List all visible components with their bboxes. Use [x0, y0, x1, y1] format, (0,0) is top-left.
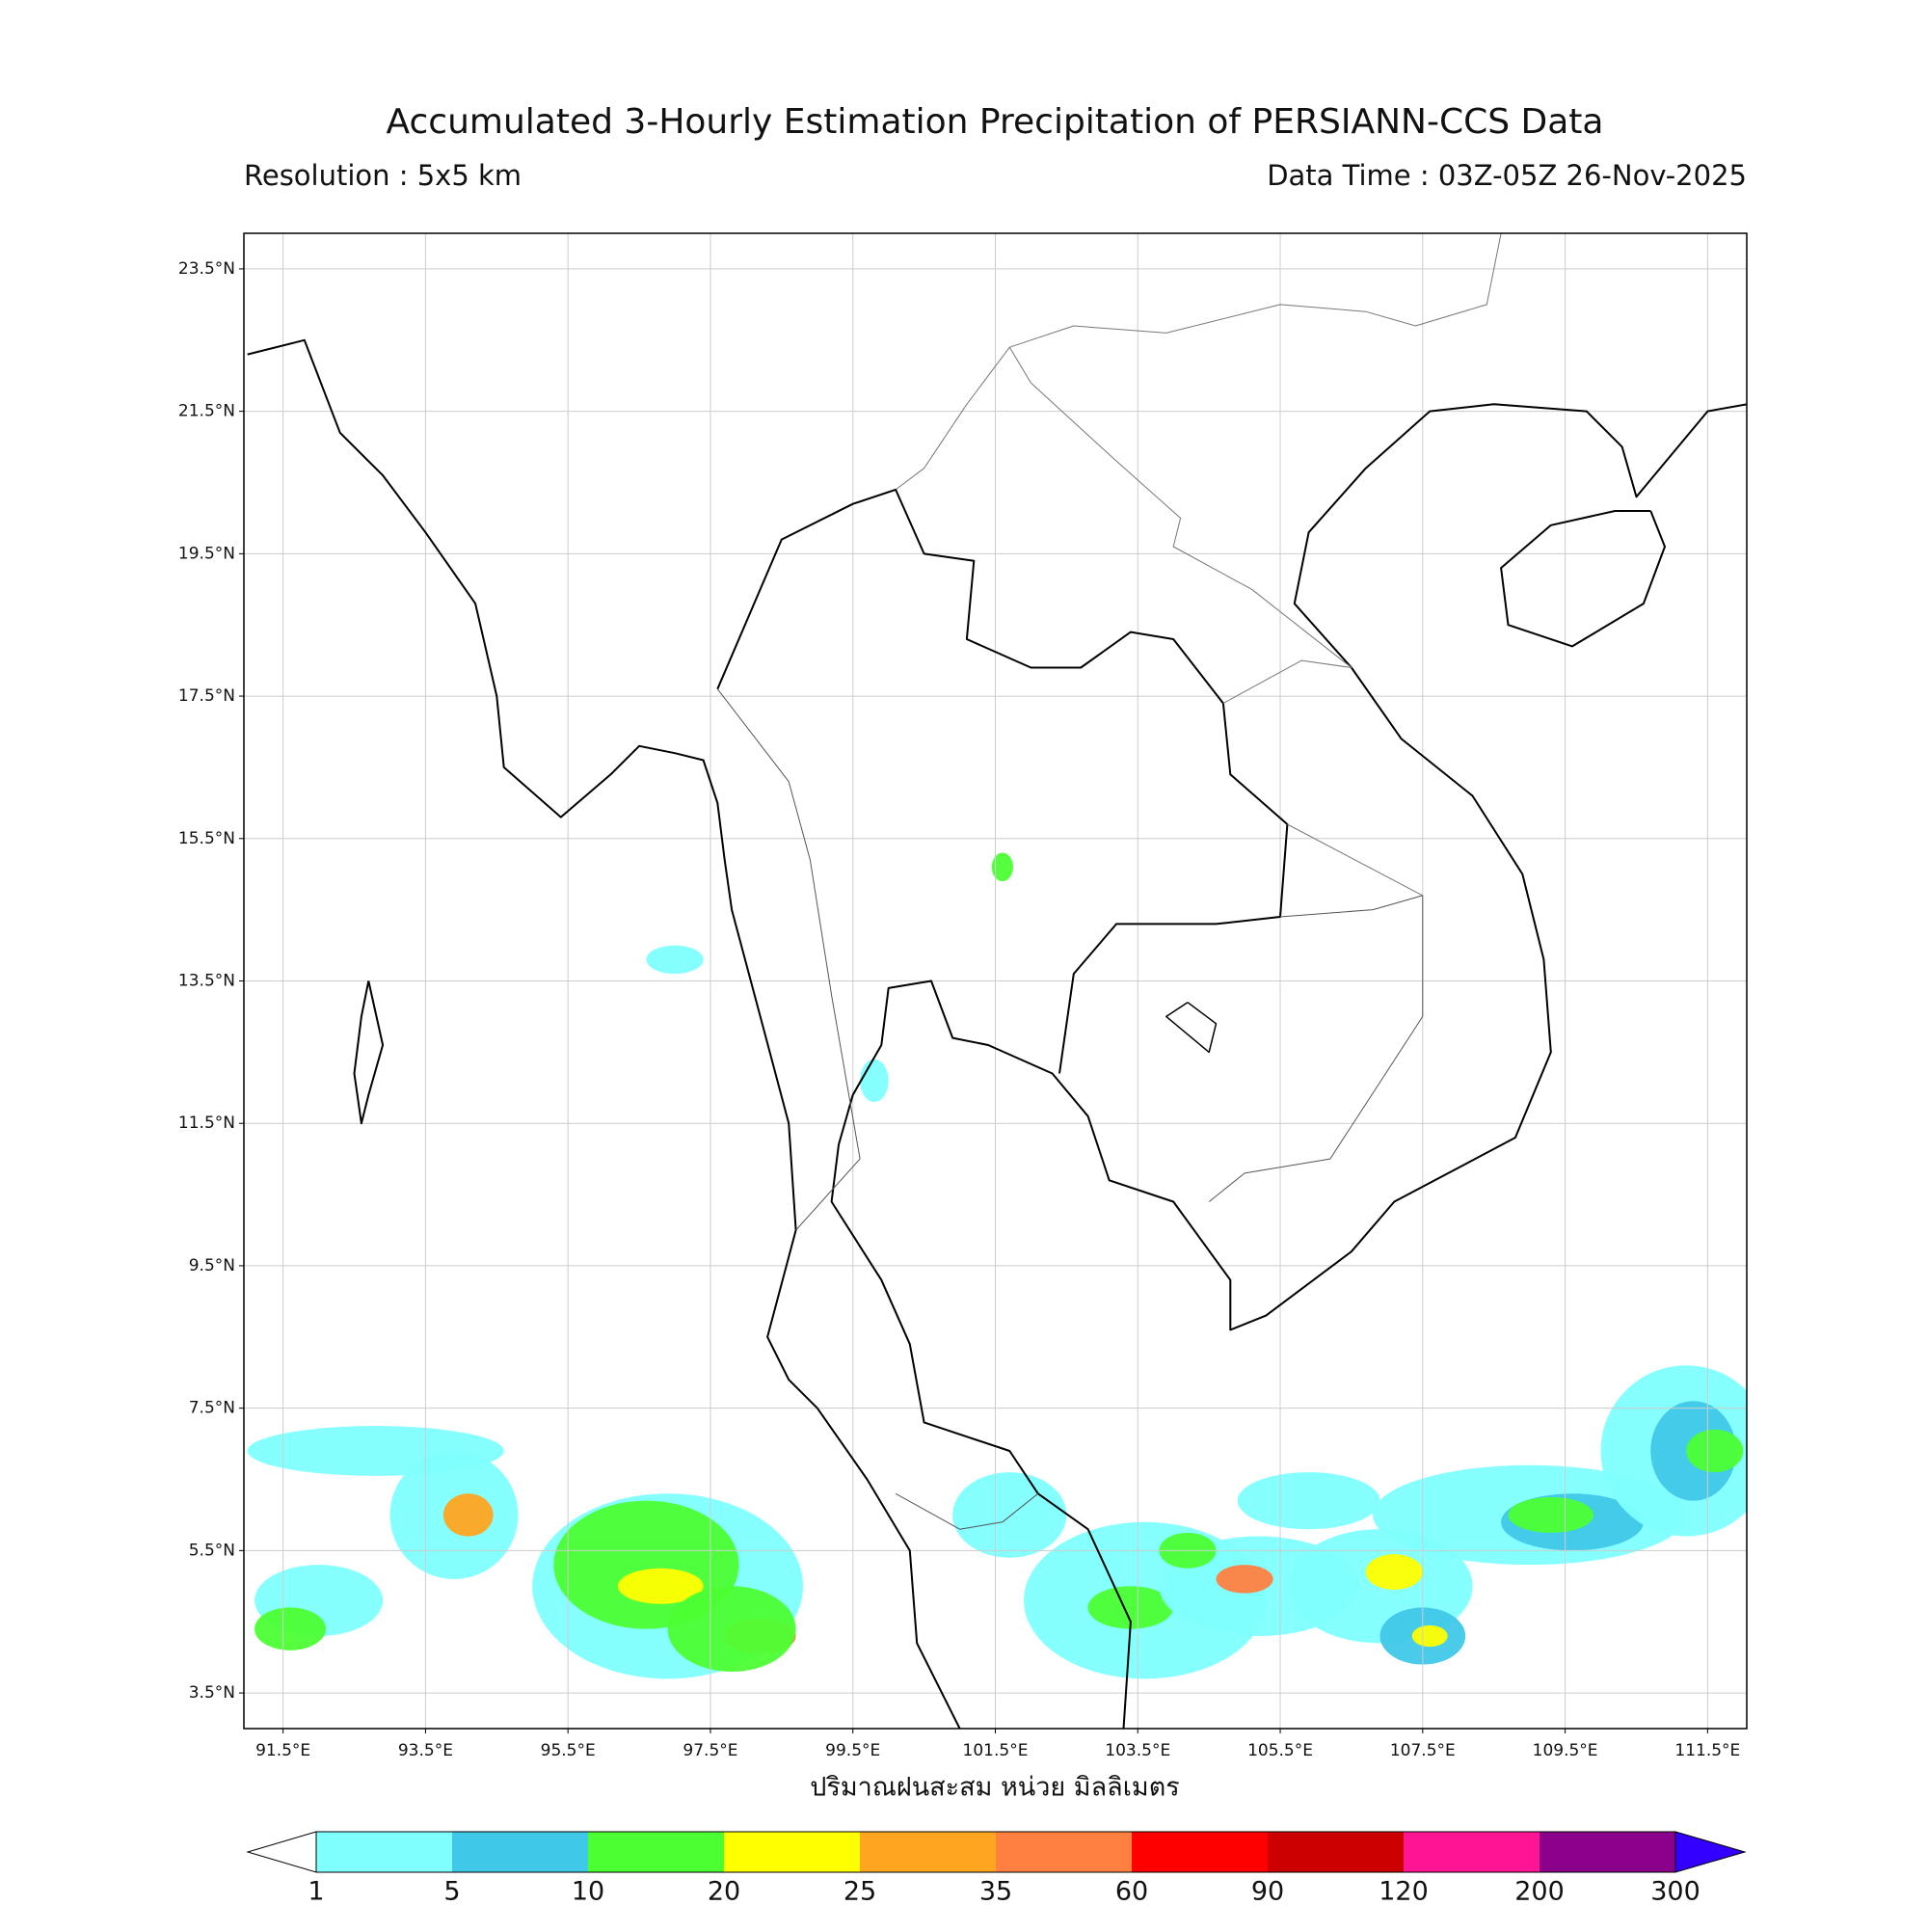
coastline	[1500, 510, 1666, 648]
colorbar-label: 25	[844, 1877, 876, 1907]
colorbar-label: 35	[979, 1877, 1012, 1907]
x-tick-label: 103.5°E	[1105, 1741, 1170, 1760]
colorbar-label: 90	[1251, 1877, 1284, 1907]
border	[1208, 895, 1424, 1202]
rain-area	[646, 945, 704, 975]
rain-area	[1508, 1496, 1594, 1533]
colorbar-label: 200	[1514, 1877, 1565, 1907]
x-tick-label: 95.5°E	[541, 1741, 596, 1760]
colorbar-label: 60	[1115, 1877, 1148, 1907]
colorbar-over	[1674, 1831, 1747, 1873]
colorbar-label: 5	[443, 1877, 460, 1907]
colorbar-box	[996, 1832, 1132, 1872]
data-time: Data Time : 03Z-05Z 26-Nov-2025	[1267, 159, 1747, 192]
colorbar-under	[246, 1831, 317, 1873]
x-tick-label: 101.5°E	[963, 1741, 1029, 1760]
rain-area	[1237, 1472, 1380, 1530]
lake	[1165, 1002, 1218, 1054]
colorbar-box	[1132, 1832, 1268, 1872]
rain-area	[1686, 1429, 1744, 1473]
x-tick-label: 93.5°E	[398, 1741, 453, 1760]
x-tick-label: 97.5°E	[683, 1741, 737, 1760]
colorbar-box	[588, 1832, 724, 1872]
colorbar-frame	[315, 1831, 1676, 1873]
rain-area	[1365, 1554, 1423, 1590]
rain-area	[860, 1059, 889, 1103]
y-tick-label: 3.5°N	[189, 1683, 235, 1703]
title: Accumulated 3-Hourly Estimation Precipit…	[387, 102, 1604, 142]
x-tick-label: 111.5°E	[1674, 1741, 1740, 1760]
colorbar-box	[1540, 1832, 1675, 1872]
rain-area	[254, 1607, 326, 1650]
colorbar-label: 20	[708, 1877, 740, 1907]
y-tick-label: 5.5°N	[189, 1541, 235, 1560]
border	[1008, 346, 1352, 704]
resolution: Resolution : 5x5 km	[244, 159, 522, 192]
border	[895, 1492, 1039, 1530]
rain-area	[1216, 1565, 1273, 1594]
x-tick-label: 105.5°E	[1247, 1741, 1313, 1760]
coastline	[830, 403, 1747, 1729]
colorbar-label: 10	[572, 1877, 604, 1907]
rain-area	[617, 1568, 704, 1604]
colorbar-box	[452, 1832, 588, 1872]
y-tick-label: 13.5°N	[178, 972, 235, 991]
rain-area	[1411, 1624, 1448, 1648]
colorbar-box	[1404, 1832, 1540, 1872]
y-tick-label: 11.5°N	[178, 1114, 235, 1133]
map-area	[244, 233, 1747, 1729]
border	[895, 233, 1502, 491]
y-tick-label: 19.5°N	[178, 544, 235, 563]
rain-area	[952, 1472, 1067, 1558]
colorbar-label: 1	[308, 1877, 324, 1907]
colorbar-box	[724, 1832, 860, 1872]
rain-area	[442, 1493, 494, 1537]
y-tick-label: 9.5°N	[189, 1256, 235, 1275]
colorbar-label: 300	[1650, 1877, 1700, 1907]
border	[716, 488, 1289, 1074]
y-tick-label: 21.5°N	[178, 402, 235, 421]
y-tick-label: 15.5°N	[178, 829, 235, 848]
y-tick-label: 7.5°N	[189, 1399, 235, 1418]
y-tick-label: 17.5°N	[178, 686, 235, 706]
rain-area	[247, 1426, 504, 1476]
x-tick-label: 109.5°E	[1533, 1741, 1598, 1760]
coastline	[247, 338, 961, 1729]
x-tick-label: 91.5°E	[255, 1741, 310, 1760]
colorbar-box	[860, 1832, 996, 1872]
y-tick-label: 23.5°N	[178, 259, 235, 279]
rain-area	[991, 852, 1013, 882]
rain-area	[667, 1586, 796, 1672]
colorbar-box	[316, 1832, 452, 1872]
border	[716, 688, 861, 1231]
colorbar-label: 120	[1379, 1877, 1429, 1907]
x-label: ปริมาณฝนสะสม หน่วย มิลลิเมตร	[810, 1773, 1180, 1803]
x-tick-label: 99.5°E	[825, 1741, 880, 1760]
rain-area	[1087, 1586, 1174, 1629]
x-tick-label: 107.5°E	[1390, 1741, 1456, 1760]
coastline	[353, 980, 385, 1125]
colorbar-box	[1268, 1832, 1404, 1872]
border	[1287, 823, 1424, 897]
